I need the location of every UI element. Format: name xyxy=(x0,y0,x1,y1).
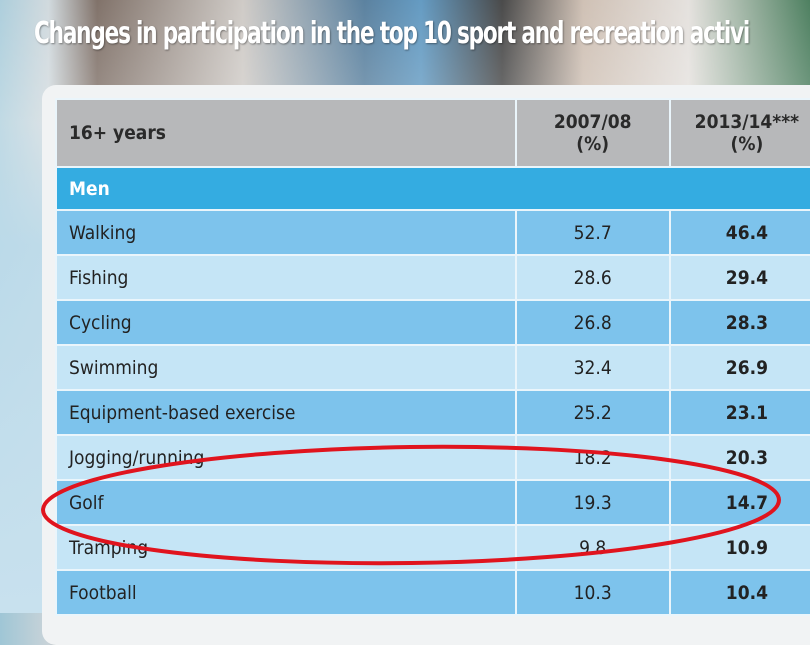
activity-cell: Walking xyxy=(55,209,517,256)
activity-cell: Tramping xyxy=(55,524,517,571)
value-2013-14-cell: 20.3 xyxy=(668,434,810,481)
value-2013-14-cell: 29.4 xyxy=(668,254,810,301)
header-2013-14: 2013/14*** (%) xyxy=(668,98,810,168)
value-2007-08-cell: 18.2 xyxy=(514,434,671,481)
table-row: Fishing 28.6 29.4 xyxy=(55,254,810,301)
activity-cell: Jogging/running xyxy=(55,434,517,481)
table-row: Jogging/running 18.2 20.3 xyxy=(55,434,810,481)
activity-cell: Cycling xyxy=(55,299,517,346)
value-2007-08-cell: 52.7 xyxy=(514,209,671,256)
group-label: Men xyxy=(55,166,810,211)
value-2013-14-cell: 23.1 xyxy=(668,389,810,436)
table-row: Walking 52.7 46.4 xyxy=(55,209,810,256)
value-2007-08-cell: 32.4 xyxy=(514,344,671,391)
table-row: Football 10.3 10.4 xyxy=(55,569,810,616)
page-title: Changes in participation in the top 10 s… xyxy=(34,16,750,51)
activity-cell: Golf xyxy=(55,479,517,526)
activity-cell: Swimming xyxy=(55,344,517,391)
activity-cell: Equipment-based exercise xyxy=(55,389,517,436)
value-2007-08-cell: 26.8 xyxy=(514,299,671,346)
activity-cell: Fishing xyxy=(55,254,517,301)
value-2007-08-cell: 10.3 xyxy=(514,569,671,616)
table-row: Cycling 26.8 28.3 xyxy=(55,299,810,346)
value-2013-14-cell: 28.3 xyxy=(668,299,810,346)
table-header-row: 16+ years 2007/08 (%) 2013/14*** (%) xyxy=(55,98,810,168)
activity-cell: Football xyxy=(55,569,517,616)
value-2013-14-cell: 46.4 xyxy=(668,209,810,256)
value-2013-14-cell: 10.4 xyxy=(668,569,810,616)
header-2013-14-year: 2013/14*** xyxy=(694,111,800,133)
value-2007-08-cell: 19.3 xyxy=(514,479,671,526)
participation-table: 16+ years 2007/08 (%) 2013/14*** (%) Men W… xyxy=(55,98,810,616)
table-row: Equipment-based exercise 25.2 23.1 xyxy=(55,389,810,436)
value-2013-14-cell: 26.9 xyxy=(668,344,810,391)
value-2013-14-cell: 10.9 xyxy=(668,524,810,571)
header-2007-08-year: 2007/08 xyxy=(553,111,632,133)
table-row: Swimming 32.4 26.9 xyxy=(55,344,810,391)
header-2007-08-unit: (%) xyxy=(576,133,610,155)
value-2007-08-cell: 9.8 xyxy=(514,524,671,571)
value-2007-08-cell: 28.6 xyxy=(514,254,671,301)
group-row-men: Men xyxy=(55,166,810,211)
table-row: Tramping 9.8 10.9 xyxy=(55,524,810,571)
table-row: Golf 19.3 14.7 xyxy=(55,479,810,526)
value-2013-14-cell: 14.7 xyxy=(668,479,810,526)
value-2007-08-cell: 25.2 xyxy=(514,389,671,436)
header-2013-14-unit: (%) xyxy=(730,133,764,155)
header-age-group: 16+ years xyxy=(55,98,517,168)
header-2007-08: 2007/08 (%) xyxy=(514,98,671,168)
